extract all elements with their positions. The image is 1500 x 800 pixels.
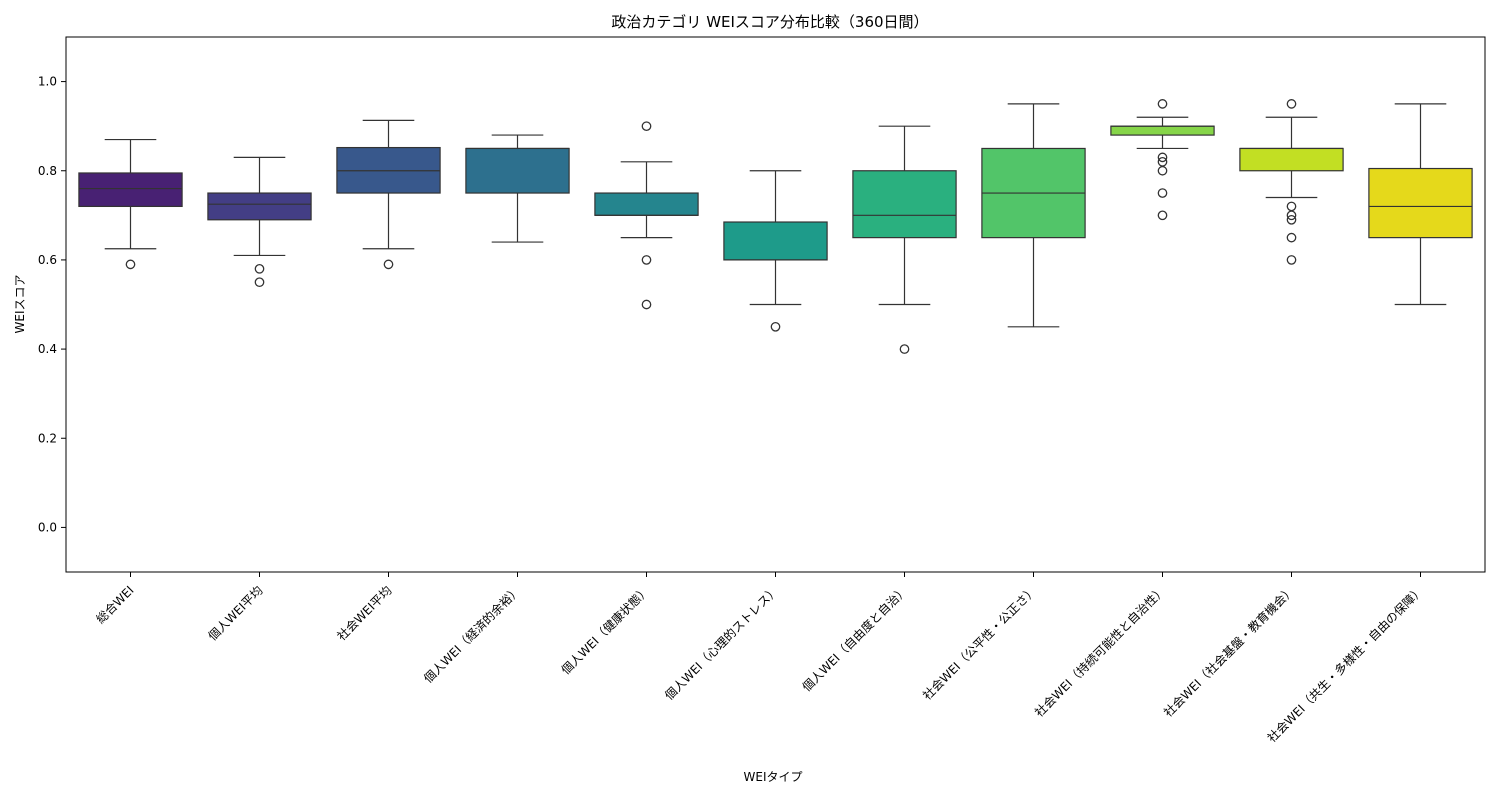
outlier-point xyxy=(1286,201,1297,212)
y-tick-label: 0.6 xyxy=(38,253,57,267)
x-tick-label: 社会WEI（公平性・公正さ） xyxy=(919,583,1039,703)
x-tick-label: 個人WEI（健康状態） xyxy=(558,583,653,678)
x-tick-label: 社会WEI平均 xyxy=(334,583,395,644)
outlier-point xyxy=(1286,210,1297,221)
y-axis-label: WEIスコア xyxy=(13,275,27,334)
outlier-point xyxy=(254,263,265,274)
outlier-point xyxy=(641,121,652,132)
box-1 xyxy=(78,138,183,270)
outlier-point xyxy=(641,255,652,265)
x-tick-label: 個人WEI（心理的ストレス） xyxy=(661,583,781,703)
box-iqr xyxy=(1239,147,1344,172)
outlier-point xyxy=(899,344,910,354)
outlier-point xyxy=(1286,232,1297,243)
box-9 xyxy=(1110,99,1215,221)
box-3 xyxy=(336,119,441,270)
outlier-point xyxy=(641,299,652,310)
outlier-point xyxy=(1286,99,1297,109)
outlier-point xyxy=(1286,255,1297,265)
box-11 xyxy=(1368,103,1473,306)
box-iqr xyxy=(1368,167,1473,239)
x-axis-label: WEIタイプ xyxy=(744,770,803,784)
chart-title: 政治カテゴリ WEIスコア分布比較（360日間） xyxy=(611,13,928,31)
x-tick-label: 総合WEI xyxy=(93,583,137,627)
box-10 xyxy=(1239,99,1344,265)
y-axis: 0.0 0.2 0.4 0.6 0.8 1.0 xyxy=(38,75,66,534)
x-axis: 総合WEI 個人WEI平均 社会WEI平均 個人WEI（経済的余裕） 個人WEI（健康状… xyxy=(93,572,1427,745)
box-series xyxy=(78,99,1473,354)
y-tick-label: 0.0 xyxy=(38,520,57,534)
box-7 xyxy=(852,125,957,354)
outlier-point xyxy=(1157,99,1168,109)
outlier-point xyxy=(1157,210,1168,221)
box-6 xyxy=(723,170,828,332)
x-tick-label: 個人WEI平均 xyxy=(206,583,266,643)
y-tick-label: 1.0 xyxy=(38,75,57,89)
outlier-point xyxy=(383,259,394,270)
box-iqr xyxy=(1110,125,1215,136)
box-2 xyxy=(207,156,312,288)
outlier-point xyxy=(1286,214,1297,225)
box-4 xyxy=(465,134,570,243)
box-5 xyxy=(594,121,699,310)
x-tick-label: 社会WEI（持続可能性と自治性） xyxy=(1031,583,1168,720)
box-iqr xyxy=(594,192,699,216)
y-tick-label: 0.4 xyxy=(38,342,57,356)
box-8 xyxy=(981,103,1086,328)
x-tick-label: 個人WEI（自由度と自治） xyxy=(799,583,911,695)
box-iqr xyxy=(852,170,957,239)
x-tick-label: 個人WEI（経済的余裕） xyxy=(420,583,523,686)
outlier-point xyxy=(1157,165,1168,176)
outlier-point xyxy=(1157,188,1168,198)
box-iqr xyxy=(723,221,828,261)
outlier-point xyxy=(770,321,781,332)
outlier-point xyxy=(125,259,136,270)
y-tick-label: 0.8 xyxy=(38,164,57,178)
x-tick-label: 社会WEI（社会基盤・教育機会） xyxy=(1160,583,1297,720)
outlier-point xyxy=(254,277,265,288)
y-tick-label: 0.2 xyxy=(38,431,57,445)
box-iqr xyxy=(465,147,570,194)
x-tick-label: 社会WEI（共生・多様性・自由の保障） xyxy=(1264,583,1427,746)
box-iqr xyxy=(78,172,183,208)
outlier-point xyxy=(1157,152,1168,163)
box-iqr xyxy=(207,192,312,221)
